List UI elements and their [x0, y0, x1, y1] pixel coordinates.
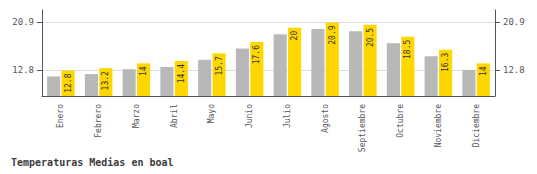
svg-text:Septiembre: Septiembre — [358, 104, 367, 152]
svg-text:20.9: 20.9 — [328, 25, 337, 44]
svg-text:20: 20 — [290, 31, 299, 41]
svg-text:Marzo: Marzo — [132, 104, 141, 128]
svg-text:17.6: 17.6 — [252, 45, 261, 64]
svg-text:Temperaturas Medias en boal: Temperaturas Medias en boal — [11, 157, 174, 168]
svg-text:Agosto: Agosto — [321, 104, 330, 133]
svg-text:Mayo: Mayo — [207, 104, 216, 123]
svg-text:Octubre: Octubre — [396, 104, 405, 138]
svg-text:18.5: 18.5 — [403, 40, 412, 59]
svg-text:14.4: 14.4 — [177, 64, 186, 83]
svg-text:15.7: 15.7 — [215, 56, 224, 75]
svg-text:13.2: 13.2 — [101, 71, 110, 90]
svg-text:Junio: Junio — [245, 104, 254, 128]
svg-text:Julio: Julio — [283, 104, 292, 128]
svg-text:Noviembre: Noviembre — [434, 104, 443, 148]
svg-text:Diciembre: Diciembre — [472, 104, 481, 148]
svg-text:12.8: 12.8 — [503, 65, 525, 75]
svg-text:Febrero: Febrero — [94, 104, 103, 138]
svg-text:20.9: 20.9 — [503, 17, 525, 27]
svg-text:14: 14 — [139, 66, 148, 76]
svg-text:14: 14 — [479, 66, 488, 76]
svg-text:12.8: 12.8 — [64, 73, 73, 92]
svg-text:20.9: 20.9 — [12, 17, 34, 27]
svg-text:20.5: 20.5 — [366, 28, 375, 47]
svg-text:Abril: Abril — [170, 104, 179, 128]
svg-text:16.3: 16.3 — [441, 53, 450, 72]
svg-text:12.8: 12.8 — [12, 65, 34, 75]
svg-text:Enero: Enero — [56, 104, 65, 128]
